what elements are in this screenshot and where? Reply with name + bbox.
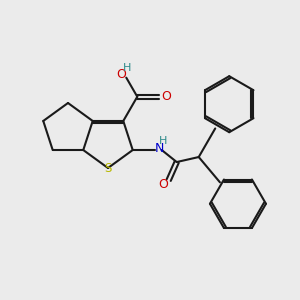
Text: H: H bbox=[158, 136, 167, 146]
Text: O: O bbox=[161, 90, 171, 103]
Text: N: N bbox=[155, 142, 164, 154]
Text: S: S bbox=[104, 163, 112, 176]
Text: H: H bbox=[123, 63, 131, 73]
Text: O: O bbox=[158, 178, 168, 190]
Text: O: O bbox=[116, 68, 126, 81]
